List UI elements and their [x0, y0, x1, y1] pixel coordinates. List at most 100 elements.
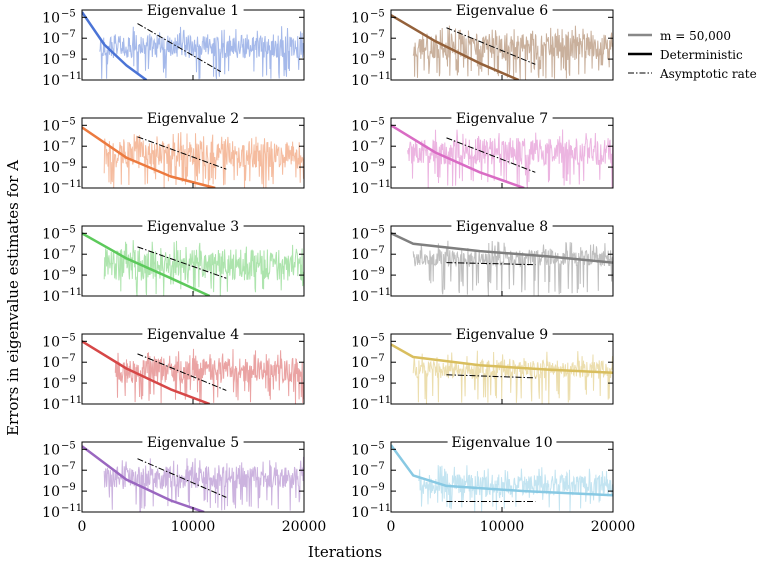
y-tick-exponent: −5	[61, 332, 76, 343]
y-tick-exponent: −11	[370, 287, 391, 298]
asymptotic-rate-line	[137, 458, 227, 498]
panel-title-backing	[451, 325, 553, 342]
y-tick-label: 10	[42, 160, 60, 176]
y-tick-exponent: −9	[61, 50, 76, 61]
asymptotic-rate-line	[446, 137, 536, 173]
y-tick-exponent: −11	[370, 395, 391, 406]
panel-title-backing	[142, 217, 244, 234]
deterministic-series	[82, 340, 211, 404]
panel-title: Eigenvalue 6	[456, 3, 548, 19]
asymptotic-rate-line	[446, 27, 536, 65]
y-tick-label: 10	[42, 463, 60, 479]
y-tick-label: 10	[42, 334, 60, 350]
y-tick-label: 10	[351, 355, 369, 371]
sample-noise-series	[99, 26, 304, 80]
panel-title: Eigenvalue 3	[147, 219, 239, 235]
legend-label-deterministic: Deterministic	[660, 48, 743, 62]
panel-title: Eigenvalue 8	[456, 219, 548, 235]
panel-title: Eigenvalue 7	[456, 111, 548, 127]
y-tick-exponent: −11	[61, 71, 82, 82]
panel-title: Eigenvalue 1	[147, 3, 239, 19]
deterministic-series	[391, 14, 520, 80]
y-tick-exponent: −11	[61, 395, 82, 406]
figure-ylabel: Errors in eigenvalue estimates for A	[4, 160, 22, 436]
deterministic-series	[82, 126, 216, 188]
y-tick-label: 10	[42, 505, 60, 521]
y-tick-exponent: −11	[370, 71, 391, 82]
y-tick-label: 10	[42, 139, 60, 155]
y-tick-exponent: −5	[370, 116, 385, 127]
y-tick-label: 10	[351, 376, 369, 392]
panel-title: Eigenvalue 2	[147, 111, 239, 127]
y-tick-exponent: −5	[61, 440, 76, 451]
y-tick-exponent: −7	[61, 461, 76, 472]
y-tick-label: 10	[42, 52, 60, 68]
y-tick-label: 10	[351, 31, 369, 47]
y-tick-label: 10	[42, 31, 60, 47]
y-tick-exponent: −7	[370, 137, 385, 148]
y-tick-label: 10	[351, 247, 369, 263]
x-tick-label: 20000	[282, 519, 327, 535]
y-tick-label: 10	[351, 505, 369, 521]
sample-noise-series	[103, 240, 304, 296]
y-tick-label: 10	[351, 268, 369, 284]
y-tick-label: 10	[351, 397, 369, 413]
y-tick-label: 10	[42, 181, 60, 197]
panel-title-backing	[142, 1, 244, 18]
legend-label-sample: m = 50,000	[660, 29, 731, 43]
y-tick-label: 10	[42, 226, 60, 242]
y-tick-label: 10	[351, 118, 369, 134]
x-tick-label: 20000	[591, 519, 636, 535]
deterministic-series	[82, 232, 211, 296]
panel-title-backing	[451, 109, 553, 126]
y-tick-label: 10	[351, 226, 369, 242]
sample-noise-series	[418, 465, 613, 512]
y-tick-exponent: −9	[370, 482, 385, 493]
deterministic-series	[391, 444, 613, 497]
y-tick-label: 10	[351, 484, 369, 500]
y-tick-label: 10	[42, 118, 60, 134]
y-tick-label: 10	[42, 247, 60, 263]
panel-title: Eigenvalue 9	[456, 327, 548, 343]
y-tick-label: 10	[351, 52, 369, 68]
asymptotic-rate-line	[137, 353, 227, 391]
y-tick-label: 10	[42, 289, 60, 305]
y-tick-exponent: −7	[61, 29, 76, 40]
y-tick-exponent: −7	[370, 245, 385, 256]
y-tick-exponent: −7	[61, 137, 76, 148]
y-tick-exponent: −11	[61, 287, 82, 298]
deterministic-series	[391, 343, 613, 374]
deterministic-series	[391, 232, 613, 264]
y-tick-label: 10	[42, 10, 60, 26]
asymptotic-rate-line	[137, 246, 227, 279]
y-tick-exponent: −11	[370, 503, 391, 514]
y-tick-exponent: −9	[61, 482, 76, 493]
y-tick-label: 10	[42, 355, 60, 371]
sample-noise-series	[114, 348, 304, 404]
sample-noise-series	[412, 25, 613, 80]
x-tick-label: 0	[78, 519, 87, 535]
y-tick-exponent: −7	[370, 29, 385, 40]
y-tick-label: 10	[42, 73, 60, 89]
y-tick-exponent: −11	[61, 179, 82, 190]
y-tick-label: 10	[42, 268, 60, 284]
y-tick-label: 10	[351, 139, 369, 155]
y-tick-exponent: −9	[370, 374, 385, 385]
panel-title-backing	[451, 217, 553, 234]
y-tick-label: 10	[351, 160, 369, 176]
sample-noise-series	[412, 350, 613, 404]
y-tick-exponent: −7	[370, 461, 385, 472]
legend-label-asymptotic: Asymptotic rate	[659, 67, 757, 81]
y-tick-label: 10	[351, 181, 369, 197]
